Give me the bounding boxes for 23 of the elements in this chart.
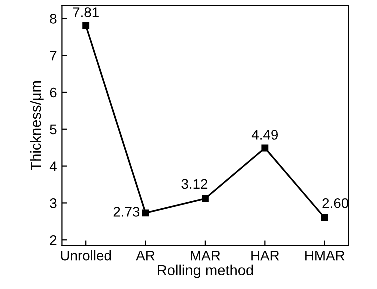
x-tick-label: Unrolled [61, 250, 112, 261]
x-tick-label: HMAR [306, 251, 345, 261]
x-axis-title: Rolling method [158, 264, 254, 278]
y-tick-label: 6 [50, 88, 57, 98]
y-tick-label: 3 [50, 198, 57, 208]
point [82, 22, 90, 30]
x-tick-label: HAR [252, 251, 280, 261]
y-tick-label: 4 [50, 162, 57, 172]
y-axis-title: Thickness/μm [30, 82, 44, 171]
point [321, 214, 328, 222]
data-label: 4.49 [252, 130, 278, 140]
y-tick-label: 8 [50, 14, 57, 24]
data-label: 2.73 [114, 207, 140, 217]
point [262, 144, 269, 152]
data-label: 7.81 [73, 8, 99, 18]
x-tick-label: AR [136, 251, 155, 261]
y-tick-label: 2 [50, 235, 57, 246]
data-label: 3.12 [182, 179, 208, 190]
y-tick-label: 5 [50, 124, 57, 135]
point [142, 210, 150, 217]
y-tick-label: 7 [50, 51, 57, 61]
point [202, 195, 209, 202]
x-tick-label: MAR [191, 251, 220, 261]
